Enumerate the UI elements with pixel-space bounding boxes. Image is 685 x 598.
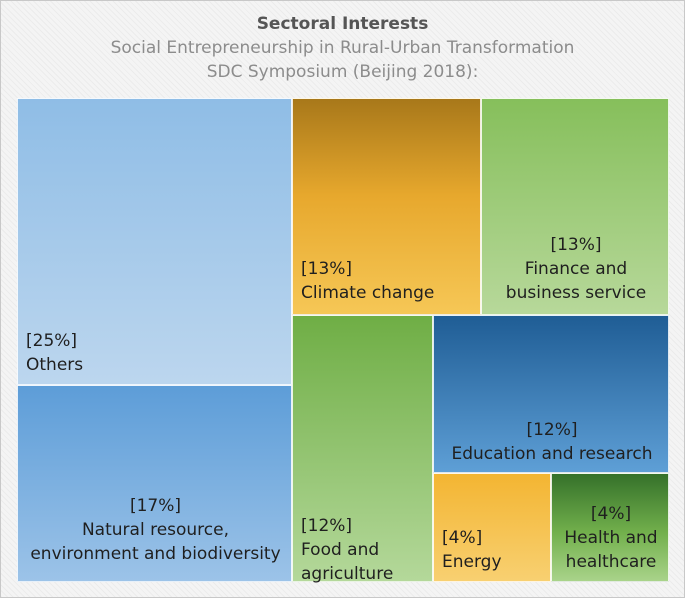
- category-label-line-1: Natural resource,: [81, 520, 230, 540]
- category-label-line-2: environment and biodiversity: [30, 544, 281, 564]
- chart-header: Sectoral Interests Social Entrepreneursh…: [0, 12, 685, 84]
- category-label-line-2: business service: [505, 283, 647, 303]
- percent-label: [4%]: [590, 504, 632, 524]
- percent-label: [12%]: [526, 420, 578, 440]
- percent-label: [4%]: [442, 528, 483, 548]
- category-label-line-1: Health and: [564, 528, 658, 548]
- data-label-others: [25%] Others: [26, 329, 226, 377]
- category-label-line-1: Climate change: [301, 283, 435, 303]
- percent-label: [17%]: [129, 496, 182, 516]
- treemap-tile-climate-change: [13%] Climate change: [292, 98, 481, 315]
- percent-label: [12%]: [301, 516, 353, 536]
- category-label-line-2: healthcare: [565, 552, 657, 572]
- data-label-energy: [4%] Energy: [442, 526, 552, 574]
- treemap-tile-finance-and-business-service: [13%] Finance and business service: [481, 98, 669, 315]
- treemap-tile-education-and-research: [12%] Education and research: [433, 315, 669, 473]
- treemap-plot: [25%] Others [13%] Climate change [13%] Finan…: [17, 98, 669, 584]
- treemap-tile-health-and-healthcare: [4%] Health and healthcare: [551, 473, 669, 582]
- category-label-line-1: Food and: [301, 540, 380, 560]
- data-label-natural-resource-environment-and-biodiversity: [17%] Natural resource, environment and bi…: [18, 494, 293, 566]
- percent-label: [13%]: [301, 259, 353, 279]
- chart-subtitle-line-1: Social Entrepreneurship in Rural-Urban T…: [110, 38, 575, 58]
- treemap-tile-natural-resource-environment-and-biodiversity: [17%] Natural resource, environment and bi…: [17, 385, 292, 582]
- data-label-climate-change: [13%] Climate change: [301, 257, 476, 305]
- percent-label: [25%]: [26, 331, 78, 351]
- chart-subtitle-line-2: SDC Symposium (Beijing 2018):: [206, 62, 479, 82]
- data-label-finance-and-business-service: [13%] Finance and business service: [482, 233, 670, 305]
- category-label-line-1: Others: [26, 355, 84, 375]
- treemap-tile-food-and-agriculture: [12%] Food and agriculture: [292, 315, 433, 584]
- data-label-food-and-agriculture: [12%] Food and agriculture: [301, 514, 431, 586]
- chart-title: Sectoral Interests: [256, 14, 429, 34]
- percent-label: [13%]: [550, 235, 602, 255]
- data-label-health-and-healthcare: [4%] Health and healthcare: [552, 502, 670, 574]
- category-label-line-2: agriculture: [301, 564, 394, 584]
- data-label-education-and-research: [12%] Education and research: [434, 418, 670, 466]
- category-label-line-1: Education and research: [451, 444, 653, 464]
- treemap-tile-energy: [4%] Energy: [433, 473, 551, 582]
- treemap-tile-others: [25%] Others: [17, 98, 292, 385]
- category-label-line-1: Finance and: [524, 259, 628, 279]
- category-label-line-1: Energy: [442, 552, 502, 572]
